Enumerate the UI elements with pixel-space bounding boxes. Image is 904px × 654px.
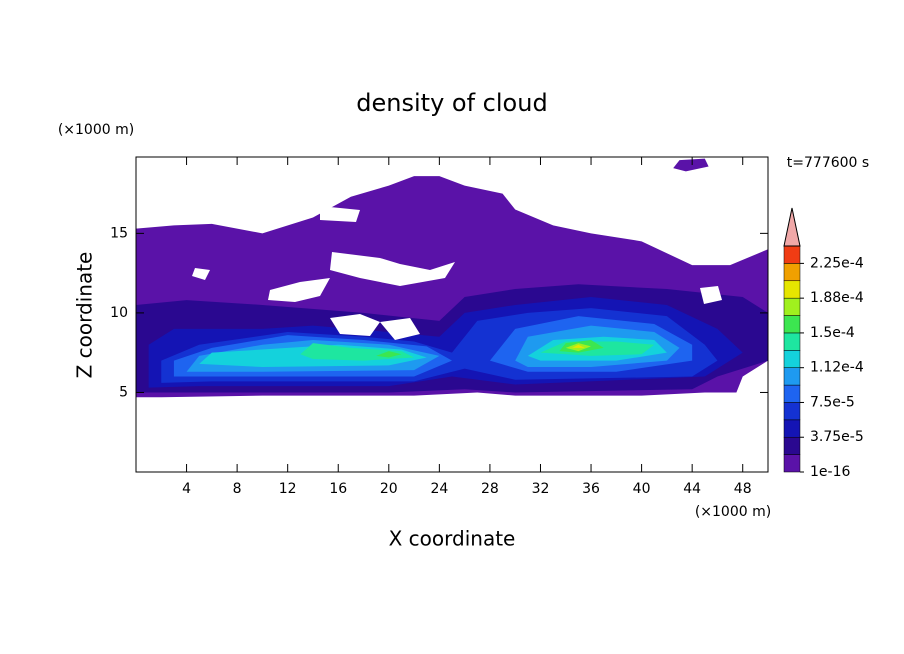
x-tick-label: 20 — [380, 481, 398, 497]
contour-region — [572, 344, 585, 348]
gap — [268, 278, 330, 302]
colorbar-band — [783, 350, 801, 368]
x-tick-label: 40 — [633, 481, 651, 497]
x-tick-label: 28 — [481, 481, 499, 497]
y-unit: (×1000 m) — [58, 122, 134, 138]
x-tick-label: 32 — [532, 481, 550, 497]
colorbar-band — [783, 280, 801, 299]
x-tick-label: 12 — [279, 481, 297, 497]
colorbar-band — [783, 297, 801, 316]
gap — [192, 268, 210, 280]
annotation: t=777600 s — [787, 155, 869, 171]
colorbar: 1e-16 3.75e-5 7.5e-5 1.12e-4 1.5e-4 1.88e-4 2.… — [783, 207, 864, 480]
gap — [700, 286, 722, 304]
contour-region — [673, 158, 709, 172]
x-tick-label: 4 — [182, 481, 191, 497]
gap — [330, 314, 380, 336]
plot-frame — [135, 156, 769, 473]
colorbar-tick-label: 3.75e-5 — [810, 429, 864, 445]
colorbar-band — [783, 315, 801, 334]
x-tick-label: 36 — [582, 481, 600, 497]
colorbar-band — [783, 367, 801, 386]
colorbar-band — [783, 263, 801, 282]
x-tick-label: 44 — [683, 481, 701, 497]
colorbar-tick-label: 1.5e-4 — [810, 325, 855, 341]
colorbar-band — [783, 384, 801, 403]
x-axis-label: X coordinate — [389, 527, 516, 551]
colorbar-band — [783, 454, 801, 473]
gap — [380, 318, 420, 340]
colorbar-band — [783, 402, 801, 421]
colorbar-band — [783, 332, 801, 351]
y-tick-label: 5 — [119, 384, 128, 400]
colorbar-tick-label: 1.12e-4 — [810, 360, 864, 376]
colorbar-tick-label: 2.25e-4 — [810, 255, 864, 271]
contour-region — [376, 351, 402, 358]
gap — [330, 252, 455, 286]
y-tick-label: 15 — [110, 225, 128, 241]
x-tick-label: 8 — [233, 481, 242, 497]
colorbar-tick-label: 1.88e-4 — [810, 290, 864, 306]
colorbar-band — [783, 436, 801, 455]
colorbar-band — [783, 245, 801, 264]
colorbar-band — [783, 419, 801, 438]
x-tick-label: 24 — [430, 481, 448, 497]
gap — [320, 206, 360, 222]
y-tick-label: 10 — [110, 305, 128, 321]
gaps — [192, 206, 722, 340]
contour-field — [136, 158, 768, 398]
y-axis-label: Z coordinate — [73, 252, 97, 379]
chart-title: density of cloud — [356, 89, 547, 117]
x-tick-label: 16 — [329, 481, 347, 497]
colorbar-tick-label: 1e-16 — [810, 464, 850, 480]
colorbar-extend — [783, 207, 801, 247]
x-tick-label: 48 — [734, 481, 752, 497]
x-unit: (×1000 m) — [695, 504, 771, 520]
colorbar-tick-label: 7.5e-5 — [810, 394, 855, 410]
